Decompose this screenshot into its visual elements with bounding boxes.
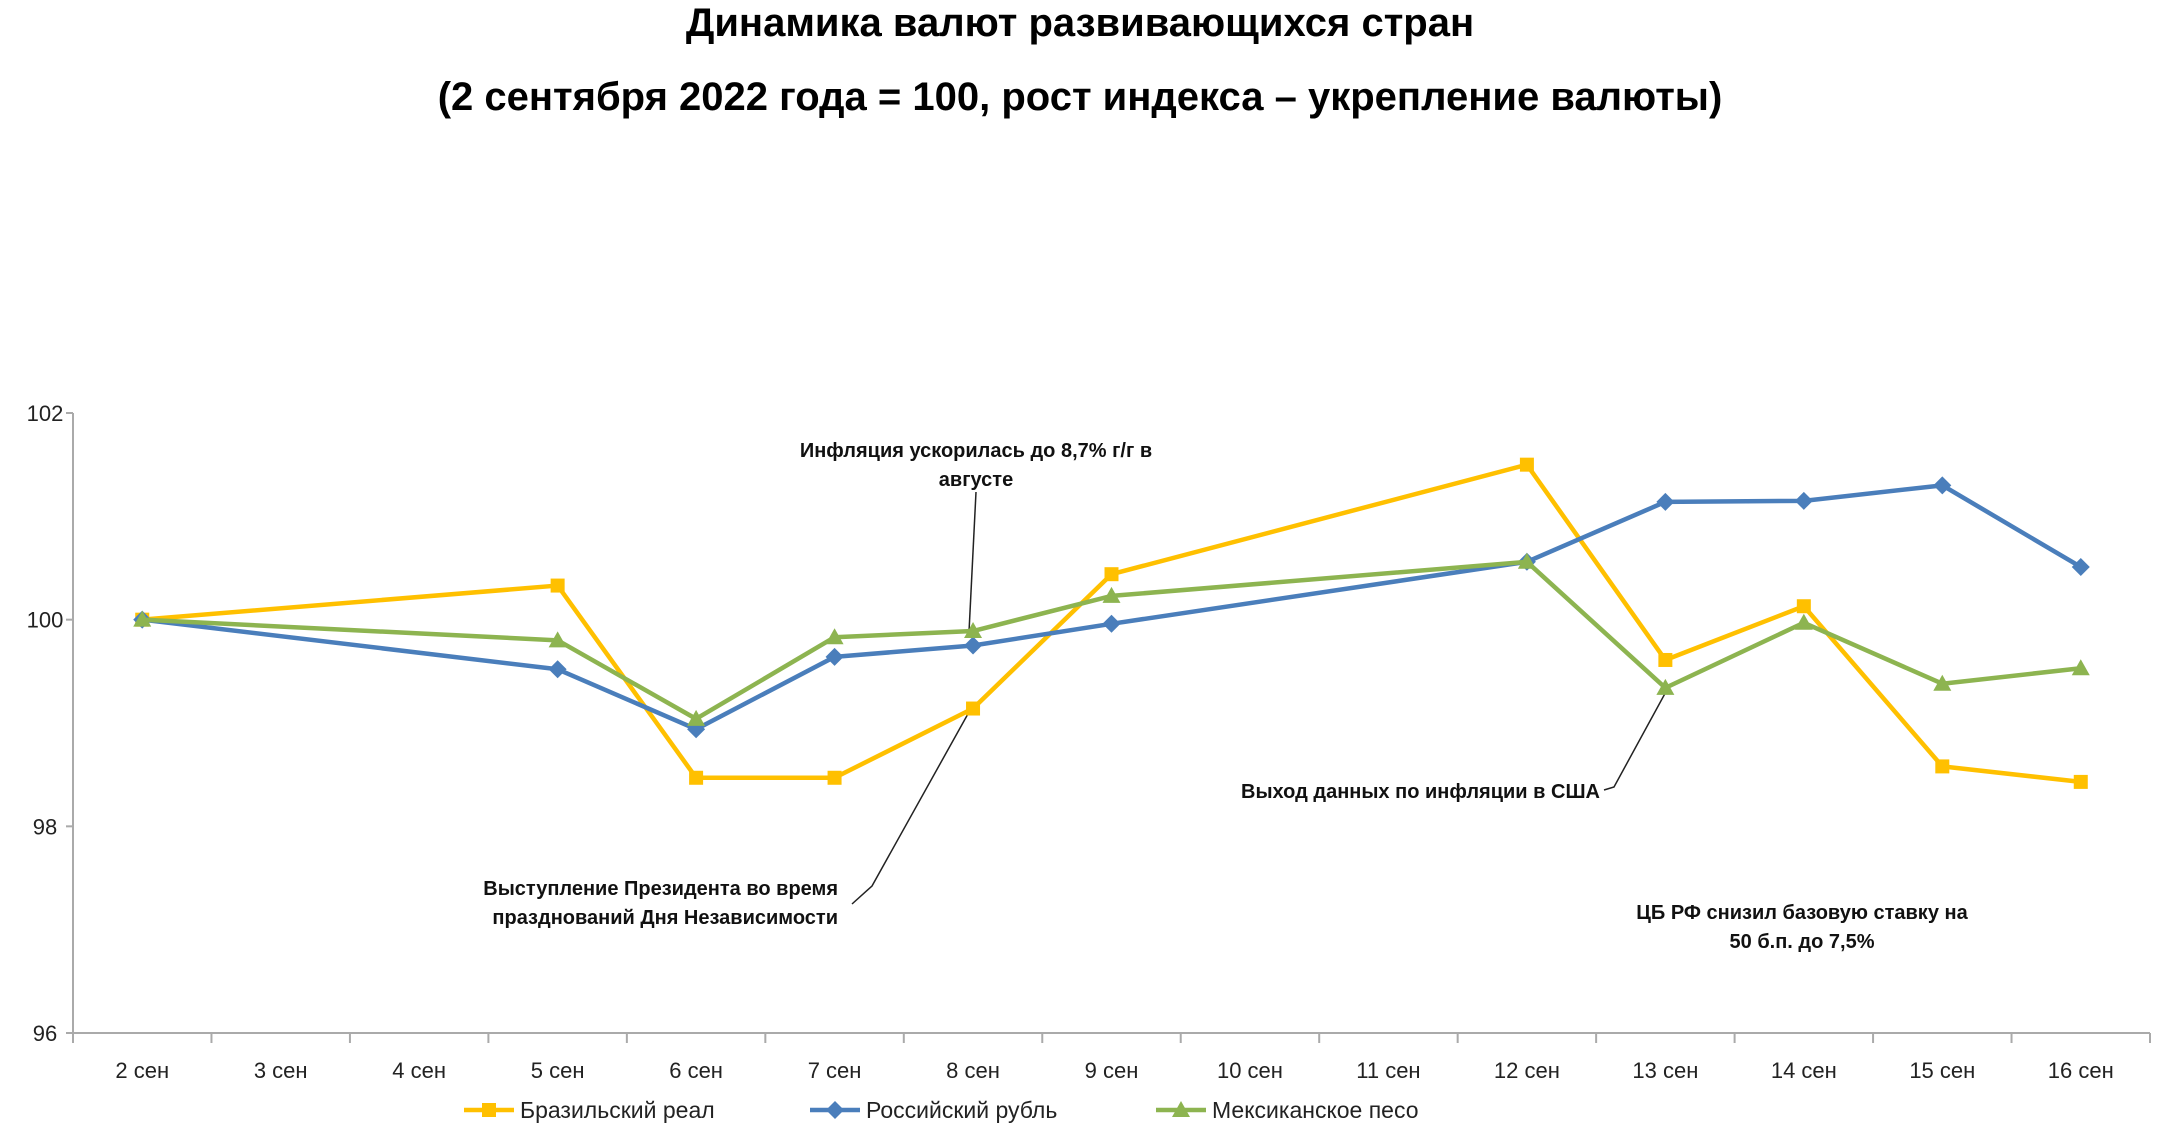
data-point xyxy=(1935,759,1950,774)
legend-item: Мексиканское песо xyxy=(1156,1097,1419,1123)
data-point xyxy=(1656,492,1675,511)
x-tick-label: 11 сен xyxy=(1356,1058,1420,1083)
data-point xyxy=(1796,599,1811,614)
data-point xyxy=(550,578,565,593)
leader-inflation-aug xyxy=(968,491,977,633)
y-tick-label: 98 xyxy=(33,814,57,839)
annotation-president: Выступление Президента во время празднов… xyxy=(483,878,838,929)
data-point xyxy=(689,770,704,785)
data-point xyxy=(1102,586,1121,603)
annotation-line: Выход данных по инфляции в США xyxy=(1241,781,1600,803)
x-tick-label: 4 сен xyxy=(392,1058,446,1083)
data-point xyxy=(2071,659,2090,676)
data-point xyxy=(827,770,842,785)
x-tick-label: 6 сен xyxy=(669,1058,723,1083)
series-line xyxy=(142,559,2082,722)
annotation-line: Выступление Президента во время xyxy=(483,878,838,900)
annotation-leaders xyxy=(851,491,1669,905)
x-tick-label: 7 сен xyxy=(808,1058,862,1083)
legend: Бразильский реал Российский рубль Мексикан… xyxy=(464,1097,1419,1123)
x-tick-label: 16 сен xyxy=(2048,1058,2114,1083)
axes: 96 98 100 102 2 сен 3 сен 4 сен 5 сен 6 сен 7 сен… xyxy=(27,401,2151,1083)
data-point xyxy=(1794,491,1813,510)
legend-label: Бразильский реал xyxy=(520,1097,715,1123)
x-tick-label: 10 сен xyxy=(1217,1058,1283,1083)
annotation-line: празднований Дня Независимости xyxy=(492,907,838,929)
data-point xyxy=(2071,557,2090,576)
data-point xyxy=(687,709,706,726)
legend-item: Бразильский реал xyxy=(464,1097,715,1123)
data-point xyxy=(964,622,983,639)
x-tick-label: 13 сен xyxy=(1632,1058,1698,1083)
series-group xyxy=(133,457,2090,789)
x-tick-label: 8 сен xyxy=(946,1058,1000,1083)
leader-president xyxy=(851,711,970,905)
chart-subtitle: (2 сентября 2022 года = 100, рост индекс… xyxy=(438,75,1723,119)
annotation-line: августе xyxy=(939,469,1013,491)
data-point xyxy=(1519,457,1534,472)
y-tick-label: 102 xyxy=(27,401,64,426)
data-point xyxy=(548,660,567,679)
y-tick-label: 100 xyxy=(27,608,64,633)
x-tick-label: 15 сен xyxy=(1909,1058,1975,1083)
x-tick-label: 9 сен xyxy=(1085,1058,1139,1083)
data-point xyxy=(2073,774,2088,789)
data-point xyxy=(1658,652,1673,667)
legend-marker xyxy=(1172,1101,1190,1117)
data-point xyxy=(548,631,567,648)
data-point xyxy=(133,610,152,627)
legend-label: Российский рубль xyxy=(866,1097,1057,1123)
data-point xyxy=(825,647,844,666)
legend-marker xyxy=(826,1101,844,1119)
series-0 xyxy=(135,457,2088,789)
data-point xyxy=(1933,674,1952,691)
x-tick-label: 5 сен xyxy=(531,1058,585,1083)
annotation-line: Инфляция ускорилась до 8,7% г/г в xyxy=(800,440,1152,462)
legend-item: Российский рубль xyxy=(810,1097,1057,1123)
leader-us-inflation xyxy=(1603,687,1669,791)
data-point xyxy=(825,628,844,645)
x-tick-label: 14 сен xyxy=(1771,1058,1837,1083)
data-point xyxy=(1517,552,1536,569)
annotation-line: 50 б.п. до 7,5% xyxy=(1730,931,1875,953)
series-line xyxy=(141,483,2082,732)
data-point xyxy=(1656,678,1675,695)
y-tick-label: 96 xyxy=(33,1021,57,1046)
legend-label: Мексиканское песо xyxy=(1212,1097,1419,1123)
data-point xyxy=(1933,476,1952,495)
annotation-cbr-rate: ЦБ РФ снизил базовую ставку на 50 б.п. д… xyxy=(1636,902,1968,953)
legend-marker xyxy=(482,1103,496,1117)
data-point xyxy=(1104,567,1119,582)
annotation-inflation-aug: Инфляция ускорилась до 8,7% г/г в август… xyxy=(800,440,1152,491)
x-tick-label: 3 сен xyxy=(254,1058,308,1083)
data-point xyxy=(964,636,983,655)
annotation-us-inflation: Выход данных по инфляции в США xyxy=(1241,781,1600,803)
x-tick-label: 12 сен xyxy=(1494,1058,1560,1083)
series-2 xyxy=(133,552,2090,726)
x-tick-label: 2 сен xyxy=(115,1058,169,1083)
annotation-line: ЦБ РФ снизил базовую ставку на xyxy=(1636,902,1968,924)
data-point xyxy=(1102,614,1121,633)
data-point xyxy=(966,701,981,716)
data-point xyxy=(1794,613,1813,630)
chart-title: Динамика валют развивающихся стран xyxy=(686,1,1474,45)
